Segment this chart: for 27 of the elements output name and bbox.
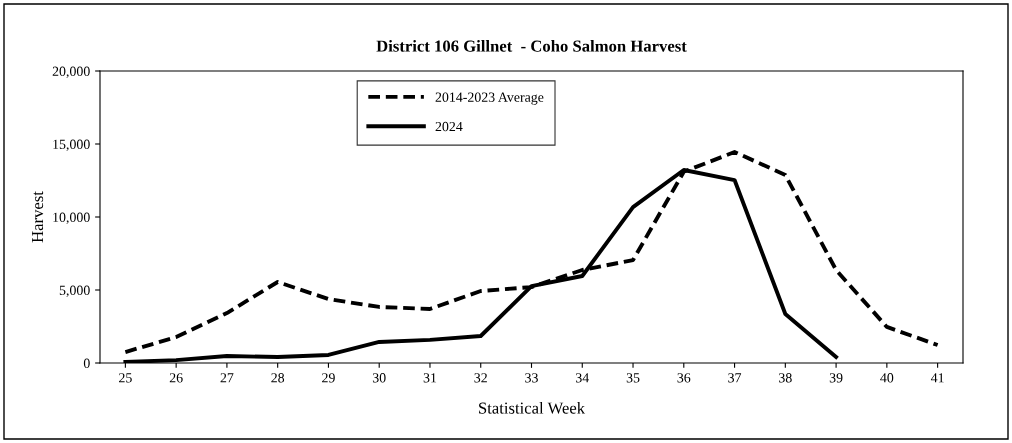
x-tick-label: 33 — [525, 373, 538, 383]
y-axis-title: Harvest — [32, 191, 44, 243]
x-tick-label: 30 — [372, 373, 386, 383]
x-tick-label: 28 — [271, 373, 285, 383]
x-tick-label: 37 — [728, 373, 742, 383]
x-tick-label: 25 — [119, 373, 132, 383]
y-tick-label: 5,000 — [59, 285, 90, 297]
x-tick-label: 39 — [829, 373, 843, 383]
y-tick-label: 10,000 — [53, 212, 90, 224]
x-tick-label: 40 — [880, 373, 894, 383]
y-tick-label: 15,000 — [53, 139, 90, 151]
x-tick-label: 35 — [626, 373, 640, 383]
x-tick-label: 32 — [474, 373, 487, 383]
legend-label: 2014-2023 Average — [435, 92, 544, 105]
x-axis-title: Statistical Week — [479, 401, 586, 414]
x-tick-label: 36 — [677, 373, 691, 383]
x-tick-label: 29 — [322, 373, 335, 383]
x-tick-label: 31 — [423, 373, 437, 383]
x-tick-label: 26 — [169, 373, 183, 383]
x-tick-label: 38 — [779, 373, 792, 383]
y-tick-label: 0 — [83, 358, 90, 368]
y-tick-label: 20,000 — [52, 66, 90, 78]
x-tick-label: 34 — [575, 373, 589, 383]
chart-title: District 106 Gillnet - Coho Salmon Harvest — [376, 39, 687, 52]
x-tick-label: 41 — [930, 373, 944, 383]
legend-label: 2024 — [435, 121, 463, 132]
x-tick-label: 27 — [220, 373, 234, 383]
